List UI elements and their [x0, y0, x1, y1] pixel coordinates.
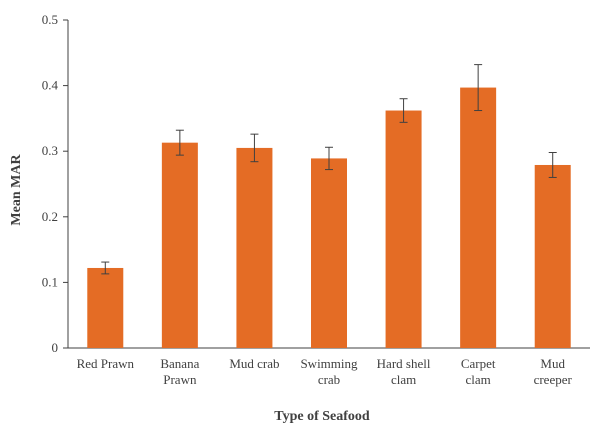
y-tick-label: 0 — [52, 340, 59, 355]
category-label: crab — [318, 372, 340, 387]
category-label: Mud crab — [229, 356, 279, 371]
y-tick-label: 0.5 — [42, 12, 58, 27]
category-label: Hard shell — [377, 356, 431, 371]
bars — [87, 87, 571, 349]
category-label: clam — [466, 372, 491, 387]
y-tick-label: 0.2 — [42, 209, 58, 224]
category-label: Prawn — [163, 372, 197, 387]
category-label: Carpet — [461, 356, 496, 371]
y-axis-title: Mean MAR — [9, 154, 24, 226]
y-tick-label: 0.3 — [42, 143, 58, 158]
y-tick-label: 0.4 — [42, 78, 59, 93]
y-tick-label: 0.1 — [42, 274, 58, 289]
bar — [311, 158, 347, 348]
bar — [236, 147, 273, 348]
y-axis: 0 0.1 0.2 0.3 0.4 0.5 — [42, 12, 69, 355]
category-label: creeper — [534, 372, 573, 387]
bar — [161, 142, 198, 348]
bar — [87, 267, 124, 348]
category-label: Swimming — [300, 356, 358, 371]
category-label: clam — [391, 372, 416, 387]
bar — [385, 110, 422, 348]
error-bars — [101, 64, 557, 275]
bar — [460, 87, 497, 349]
category-label: Red Prawn — [77, 356, 135, 371]
bar — [534, 164, 571, 348]
category-label: Banana — [160, 356, 199, 371]
x-axis-title: Type of Seafood — [274, 409, 370, 424]
category-label: Mud — [540, 356, 565, 371]
